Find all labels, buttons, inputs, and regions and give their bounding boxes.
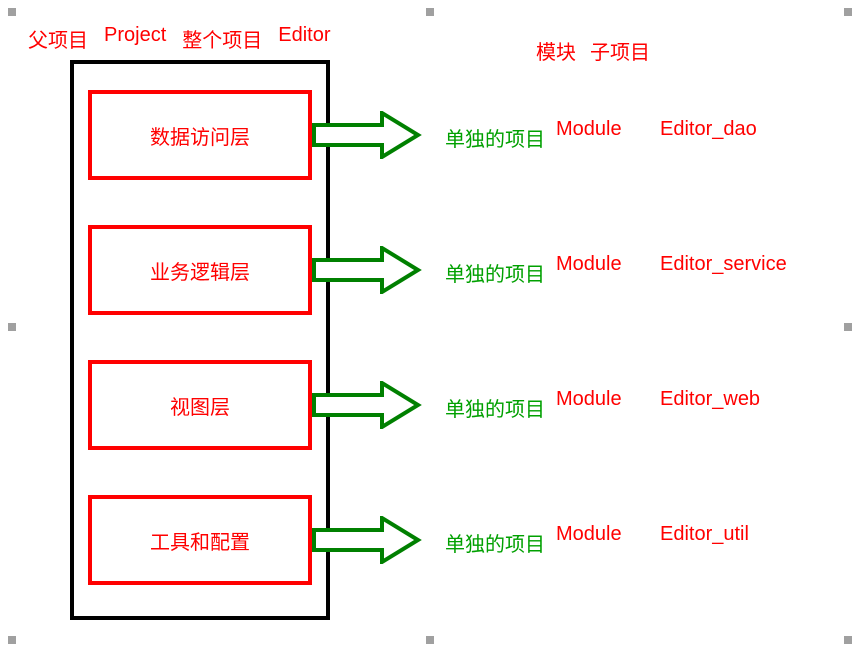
header-project-en: Project xyxy=(104,24,166,53)
standalone-project-label: 单独的项目 xyxy=(445,258,545,287)
arrow-icon xyxy=(312,246,422,294)
editor-module-name: Editor_util xyxy=(660,523,749,546)
arrow-icon xyxy=(312,381,422,429)
layer-box-web: 视图层 xyxy=(88,360,312,450)
selection-handle xyxy=(844,323,852,331)
layer-label: 数据访问层 xyxy=(150,121,250,150)
header-editor-en: Editor xyxy=(278,24,330,53)
layer-box-util: 工具和配置 xyxy=(88,495,312,585)
editor-module-name: Editor_service xyxy=(660,253,787,276)
header-module-cn: 模块 xyxy=(536,36,576,65)
standalone-project-label: 单独的项目 xyxy=(445,123,545,152)
standalone-project-label: 单独的项目 xyxy=(445,393,545,422)
selection-handle xyxy=(8,323,16,331)
layer-label: 业务逻辑层 xyxy=(150,256,250,285)
editor-module-name: Editor_web xyxy=(660,388,760,411)
module-label: Module xyxy=(556,388,622,411)
selection-handle xyxy=(426,8,434,16)
selection-handle xyxy=(8,636,16,644)
header-left: 父项目 Project 整个项目 Editor xyxy=(28,24,331,53)
standalone-project-label: 单独的项目 xyxy=(445,528,545,557)
header-whole-project-cn: 整个项目 xyxy=(182,24,262,53)
layer-label: 工具和配置 xyxy=(150,526,250,555)
selection-handle xyxy=(844,8,852,16)
layer-box-dao: 数据访问层 xyxy=(88,90,312,180)
arrow-icon xyxy=(312,516,422,564)
selection-handle xyxy=(8,8,16,16)
header-right: 模块 子项目 xyxy=(536,36,650,65)
header-parent-project-cn: 父项目 xyxy=(28,24,88,53)
editor-module-name: Editor_dao xyxy=(660,118,757,141)
selection-handle xyxy=(844,636,852,644)
layer-label: 视图层 xyxy=(170,391,230,420)
arrow-icon xyxy=(312,111,422,159)
module-label: Module xyxy=(556,523,622,546)
layer-box-service: 业务逻辑层 xyxy=(88,225,312,315)
header-subproject-cn: 子项目 xyxy=(590,36,650,65)
selection-handle xyxy=(426,636,434,644)
module-label: Module xyxy=(556,253,622,276)
module-label: Module xyxy=(556,118,622,141)
